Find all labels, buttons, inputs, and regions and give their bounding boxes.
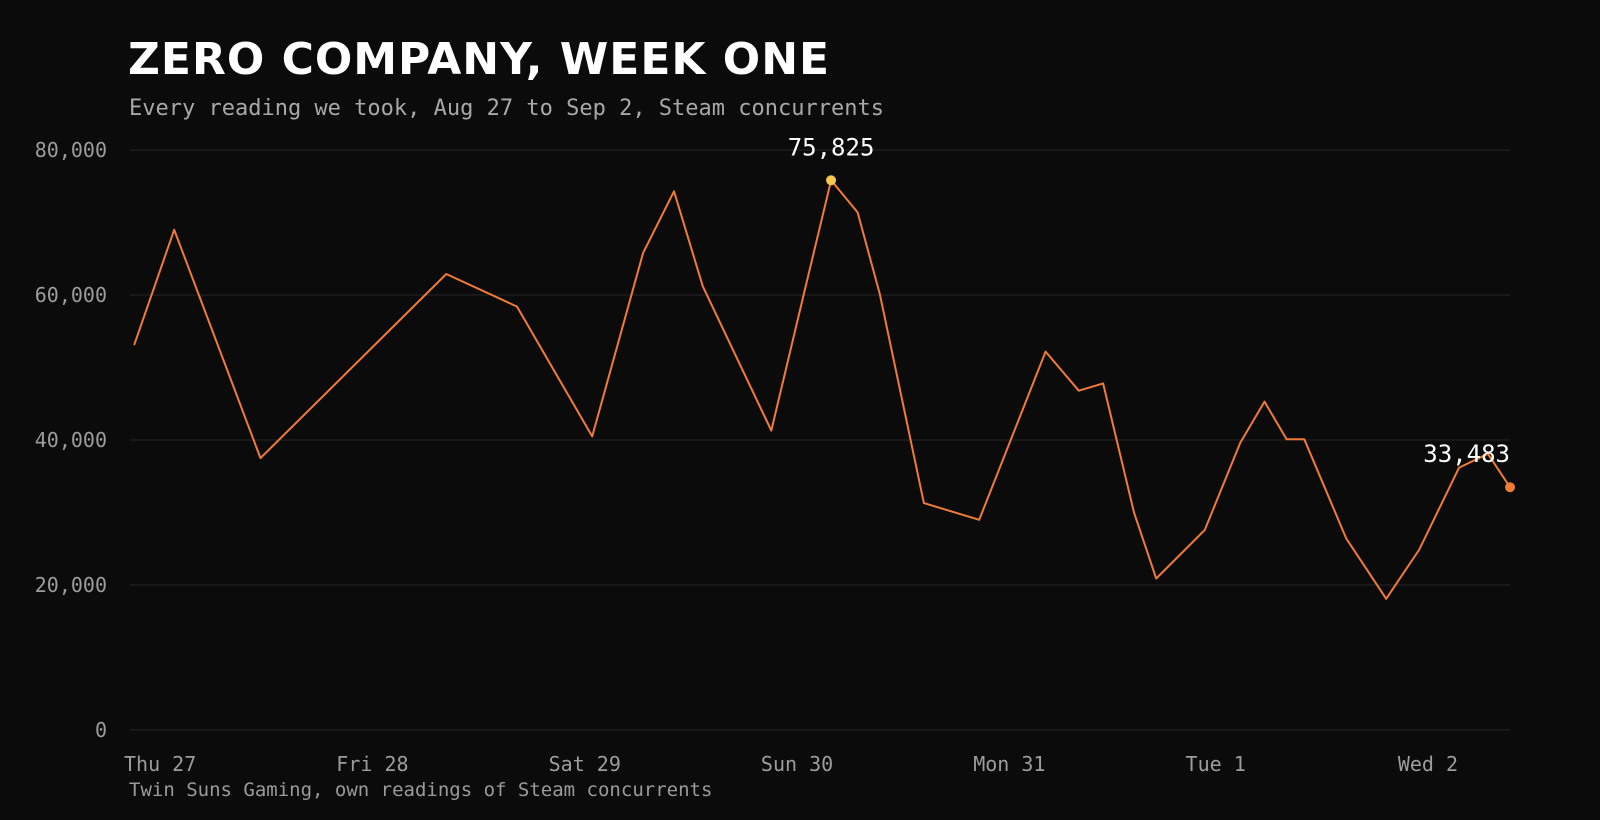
x-tick-label: Tue 1 xyxy=(1186,752,1246,776)
x-tick-label: Thu 27 xyxy=(124,752,196,776)
gridlines xyxy=(130,149,1510,731)
y-tick-label: 0 xyxy=(95,718,107,742)
x-tick-label: Sun 30 xyxy=(761,752,833,776)
source-note: Twin Suns Gaming, own readings of Steam … xyxy=(129,779,713,801)
y-tick-label: 80,000 xyxy=(35,138,107,162)
x-tick-label: Fri 28 xyxy=(336,752,408,776)
x-tick-label: Mon 31 xyxy=(973,752,1045,776)
x-tick-label: Sat 29 xyxy=(549,752,621,776)
latest-marker xyxy=(1505,482,1515,493)
y-axis-ticks: 0 20,000 40,000 60,000 80,000 xyxy=(35,138,107,742)
chart-title: ZERO COMPANY, WEEK ONE xyxy=(128,34,831,85)
peak-marker xyxy=(826,175,837,186)
chart-subtitle: Every reading we took, Aug 27 to Sep 2, … xyxy=(129,96,884,121)
x-axis-ticks: Thu 27 Fri 28 Sat 29 Sun 30 Mon 31 Tue 1 Wed 2 xyxy=(124,752,1458,776)
series-line xyxy=(133,179,1511,600)
y-tick-label: 60,000 xyxy=(35,283,107,307)
x-tick-label: Wed 2 xyxy=(1398,752,1458,776)
y-tick-label: 40,000 xyxy=(35,428,107,452)
latest-value-label: 33,483 xyxy=(1423,440,1510,468)
peak-value-label: 75,825 xyxy=(788,133,875,161)
series-layer xyxy=(133,179,1511,600)
annotations: 75,825 33,483 xyxy=(788,133,1515,493)
y-tick-label: 20,000 xyxy=(35,573,107,597)
